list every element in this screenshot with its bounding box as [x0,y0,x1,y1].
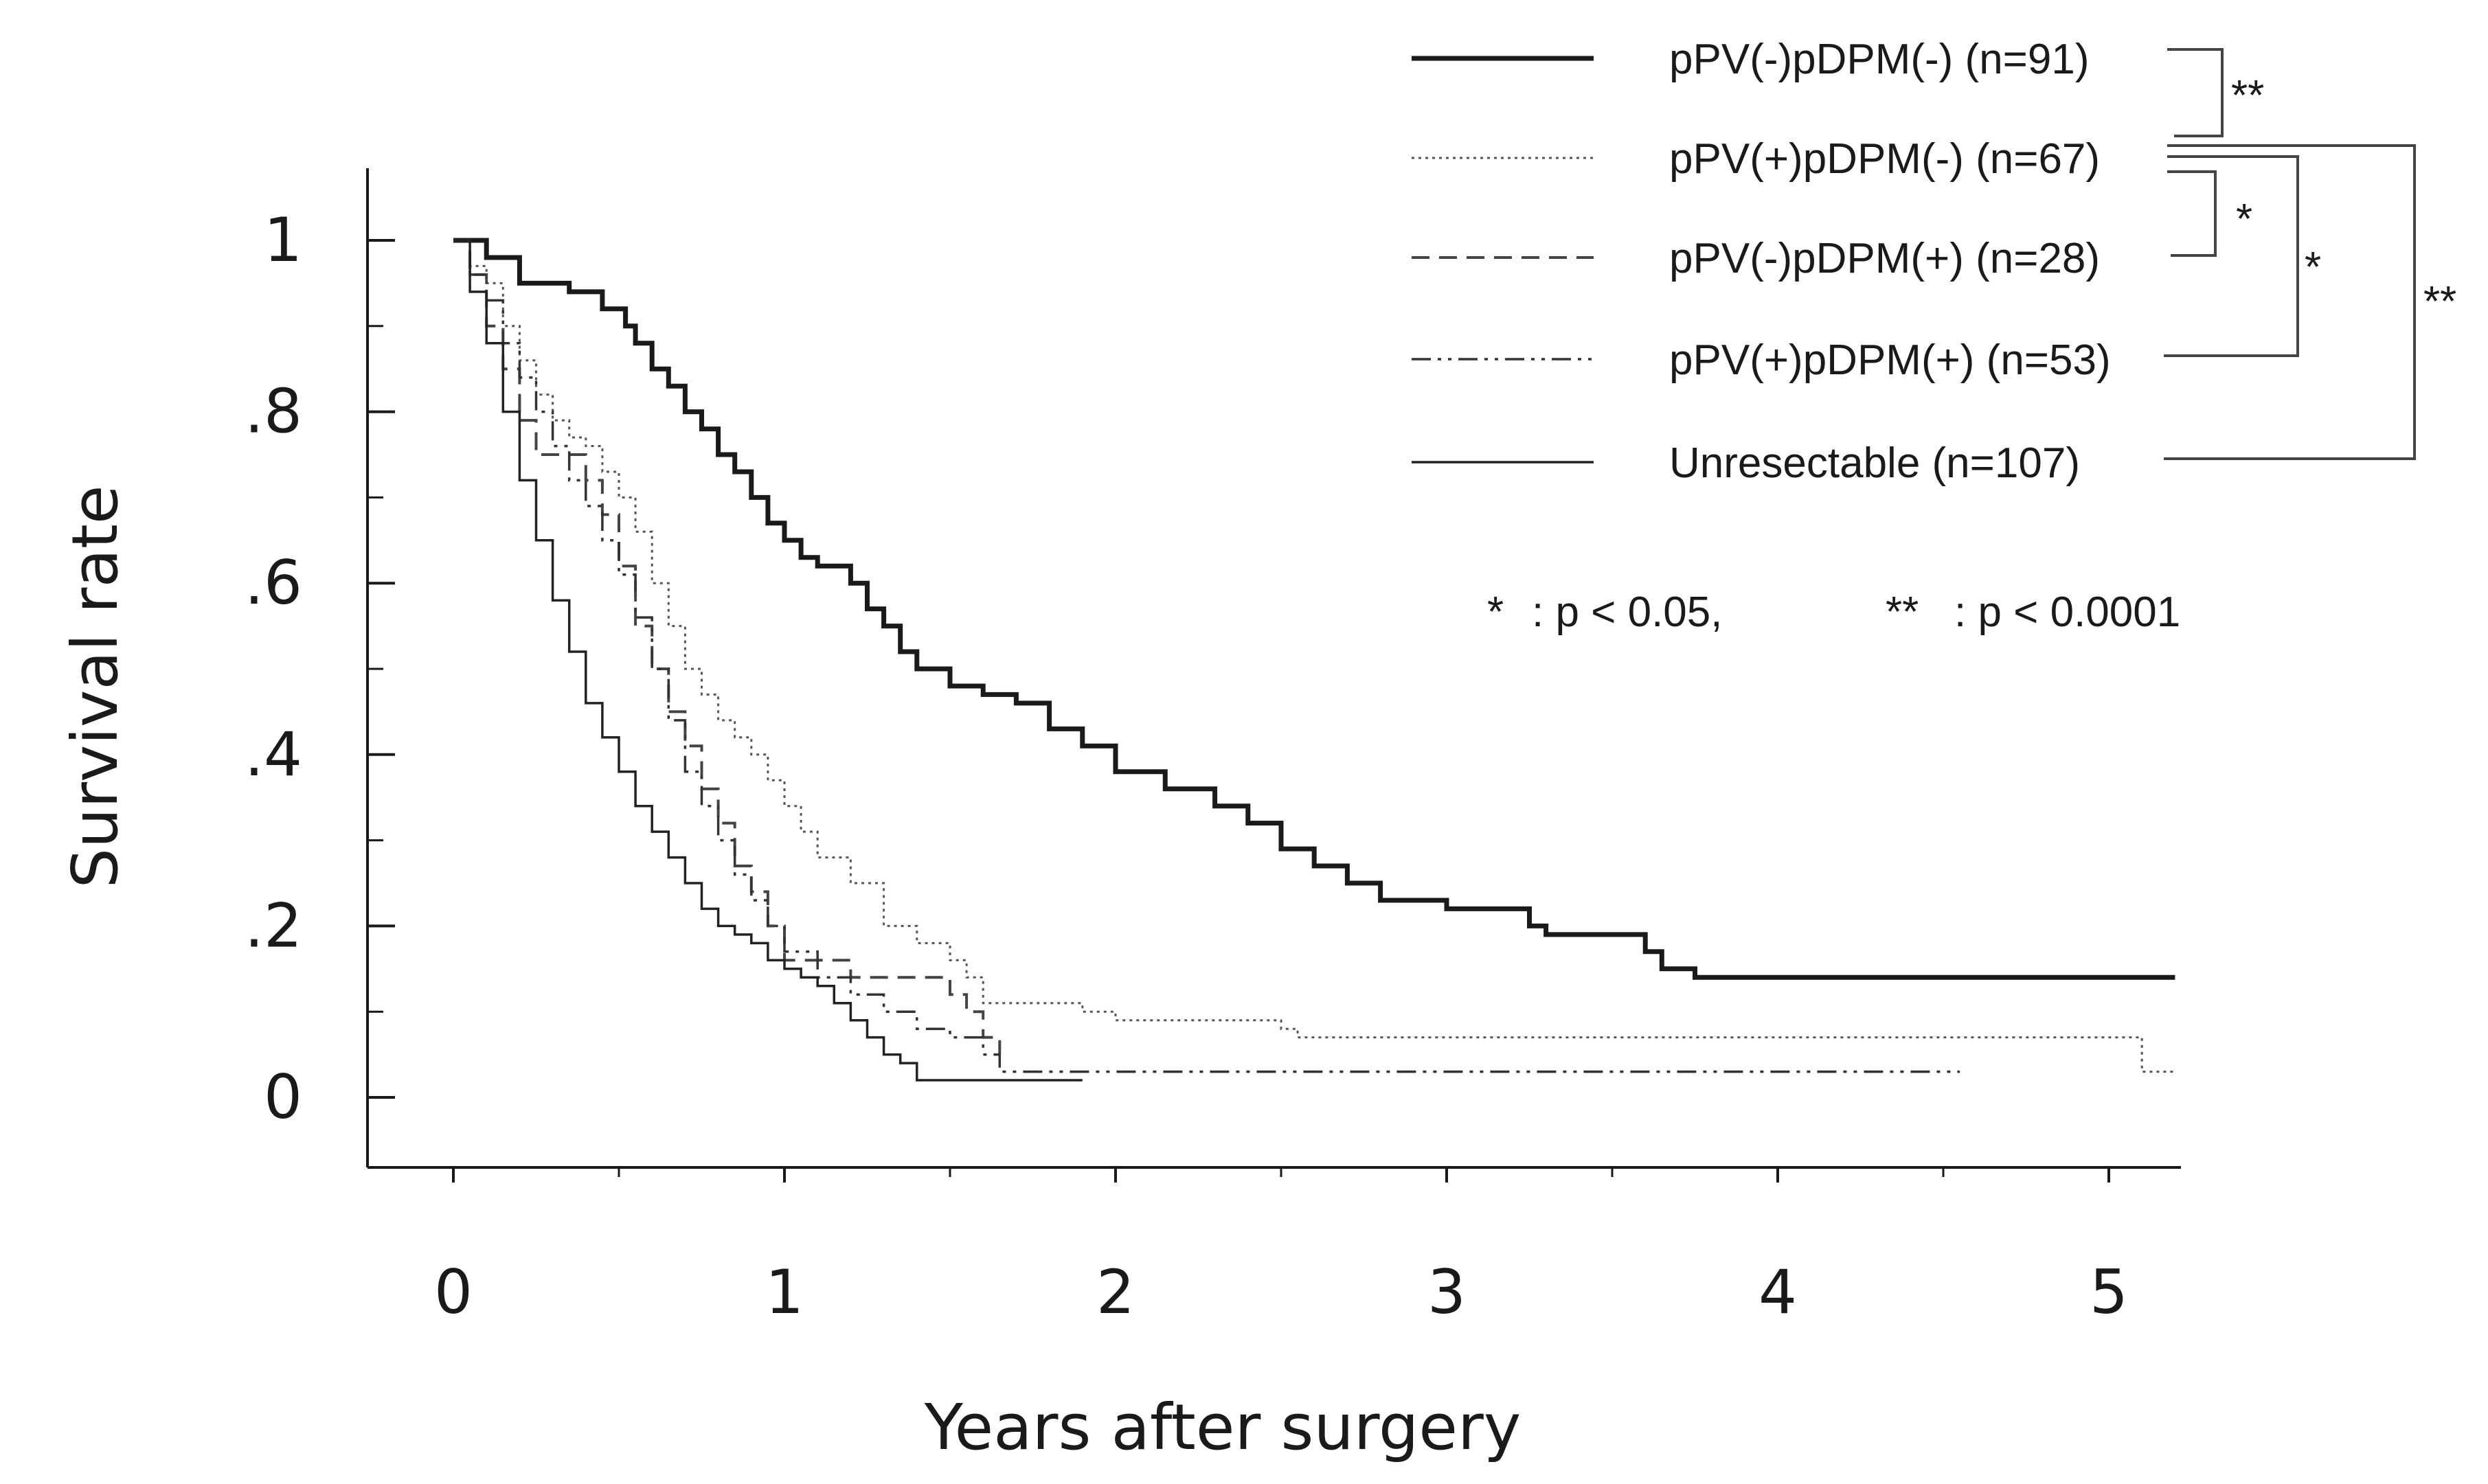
y-tick-label: .6 [245,547,302,618]
legend-label-2: pPV(+)pDPM(-) (n=67) [1669,135,2100,183]
y-tick-label: .8 [245,376,302,447]
series-group [453,238,2175,1082]
x-tick-label: 3 [1427,1257,1466,1327]
y-axis-title: Survival rate [58,485,132,888]
survival-curve-3 [453,239,1002,1055]
survival-curve-1 [453,238,2175,980]
y-tick-label: 1 [264,205,302,275]
key-text-2: : p < 0.0001 [1954,589,2180,636]
x-tick-label: 0 [434,1257,473,1327]
key-symbol-1: * [1487,589,1504,636]
survival-curve-4 [453,239,1960,1073]
y-tick-label: 0 [264,1062,302,1132]
axes [366,168,2181,1169]
x-tick-label: 5 [2090,1257,2128,1327]
key-symbol-2: ** [1886,589,1919,636]
bracket-4-label: ** [2423,278,2456,326]
x-tick-label: 1 [765,1257,804,1327]
survival-curve-2 [453,239,2175,1073]
x-ticks: 0 1 2 3 4 5 [434,1167,2128,1327]
legend-label-5: Unresectable (n=107) [1669,440,2080,487]
bracket-1 [2167,48,2224,137]
y-ticks: 1 .8 .6 .4 .2 0 [245,205,395,1132]
bracket-2-label: * [2236,196,2252,243]
legend-label-1: pPV(-)pDPM(-) (n=91) [1669,36,2090,83]
x-axis-title: Years after surgery [924,1391,1522,1464]
bracket-3-label: * [2305,244,2321,291]
bracket-4 [2164,144,2416,460]
significance-brackets: ****** [2164,48,2456,460]
bracket-2 [2167,170,2217,257]
significance-key: * : p < 0.05, ** : p < 0.0001 [1487,589,2180,636]
y-tick-label: .2 [245,890,302,961]
x-tick-label: 4 [1758,1257,1797,1327]
bracket-3 [2164,155,2299,357]
survival-curve-5 [453,239,1083,1082]
legend-label-4: pPV(+)pDPM(+) (n=53) [1669,336,2111,384]
bracket-1-label: ** [2231,72,2264,119]
legend: pPV(-)pDPM(-) (n=91) pPV(+)pDPM(-) (n=67)… [1412,36,2111,487]
x-tick-label: 2 [1096,1257,1135,1327]
key-text-1: : p < 0.05, [1532,589,1723,636]
legend-label-3: pPV(-)pDPM(+) (n=28) [1669,235,2100,282]
y-tick-label: .4 [245,719,302,790]
